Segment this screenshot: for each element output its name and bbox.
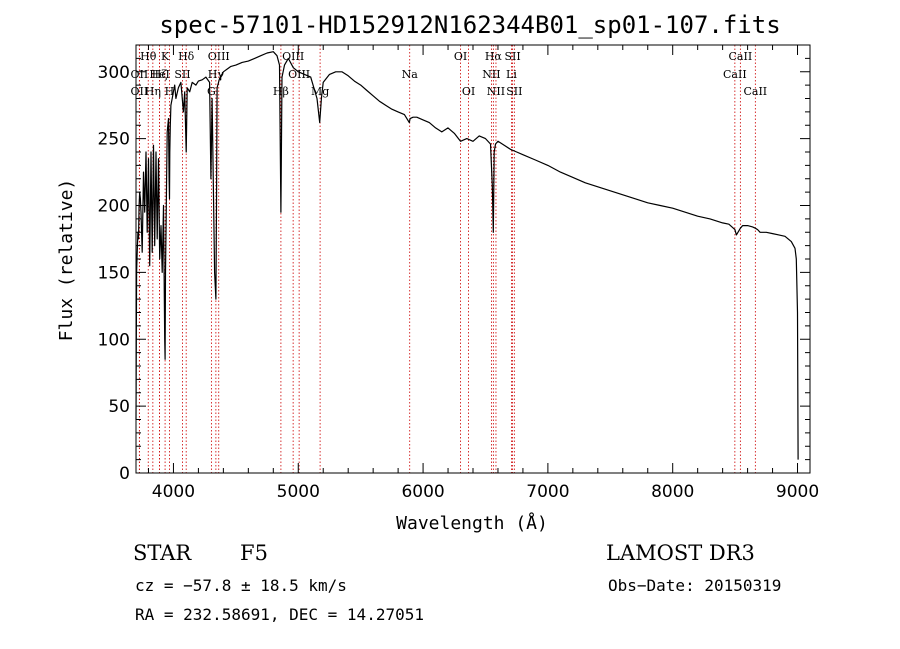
spectral-line-label: Hβ — [273, 85, 289, 98]
redshift-cz: cz = −57.8 ± 18.5 km/s — [135, 576, 347, 595]
y-tick-label: 250 — [98, 130, 130, 150]
y-axis-label: Flux (relative) — [56, 179, 77, 342]
y-tick-label: 150 — [98, 263, 130, 283]
x-axis-label: Wavelength (Å) — [396, 512, 548, 534]
object-subclass: F5 — [240, 541, 268, 565]
object-class: STAR — [133, 541, 192, 565]
spectral-line-label: Hθ — [140, 50, 157, 63]
spectral-line-label: OIII — [208, 50, 230, 63]
spectral-line-label: OII — [131, 68, 149, 81]
spectrum-line-0 — [135, 51, 799, 460]
x-tick-label: 8000 — [651, 482, 694, 502]
spectral-line-label: OI — [462, 85, 475, 98]
spectral-line-label: OII — [131, 85, 149, 98]
spectral-line-label: Hζ — [152, 68, 168, 81]
spectral-line-label: CaII — [729, 50, 753, 63]
x-tick-label: 7000 — [526, 482, 569, 502]
spectral-line-label: CaII — [743, 85, 767, 98]
spectral-line-label: SII — [504, 50, 520, 63]
chart-title: spec-57101-HD152912N162344B01_sp01-107.f… — [159, 11, 780, 39]
x-axis-ticks: 4000 5000 6000 7000 8000 9000 — [147, 45, 819, 502]
spectral-line-label: Hη — [145, 85, 161, 98]
survey-name: LAMOST DR3 — [606, 541, 755, 565]
y-axis-ticks: 0 50 100 150 200 250 300 — [98, 44, 810, 484]
spectral-line-label: Li — [506, 68, 517, 81]
spectral-line-markers — [138, 45, 756, 473]
spectral-line-label: SII — [174, 68, 190, 81]
spectral-line-label: NII — [482, 68, 500, 81]
spectral-line-label: NII — [487, 85, 505, 98]
spectral-line-label: Hα — [485, 50, 503, 63]
spectral-line-label: SII — [506, 85, 522, 98]
spectral-line-label: Na — [402, 68, 419, 81]
y-tick-label: 300 — [98, 63, 130, 83]
y-tick-label: 50 — [108, 397, 130, 417]
x-tick-label: 5000 — [277, 482, 320, 502]
observation-date: Obs−Date: 20150319 — [608, 576, 782, 595]
plot-frame — [135, 44, 811, 474]
spectral-line-label: H — [165, 85, 175, 98]
spectral-line-label: G — [207, 85, 216, 98]
y-tick-label: 200 — [98, 197, 130, 217]
spectral-line-label: Hδ — [178, 50, 195, 63]
x-tick-label: 6000 — [401, 482, 444, 502]
spectral-line-label: OIII — [282, 50, 304, 63]
coordinates: RA = 232.58691, DEC = 14.27051 — [135, 605, 424, 624]
x-tick-label: 9000 — [776, 482, 819, 502]
spectrum-series — [135, 51, 799, 460]
spectral-line-label: CaII — [723, 68, 747, 81]
spectral-line-label: OI — [454, 50, 467, 63]
spectral-line-label: K — [161, 50, 170, 63]
spectral-line-label: HeI — [149, 68, 169, 81]
y-tick-label: 100 — [98, 330, 130, 350]
y-tick-label: 0 — [119, 464, 130, 484]
spectral-line-label: OIII — [288, 68, 310, 81]
x-tick-label: 4000 — [152, 482, 195, 502]
